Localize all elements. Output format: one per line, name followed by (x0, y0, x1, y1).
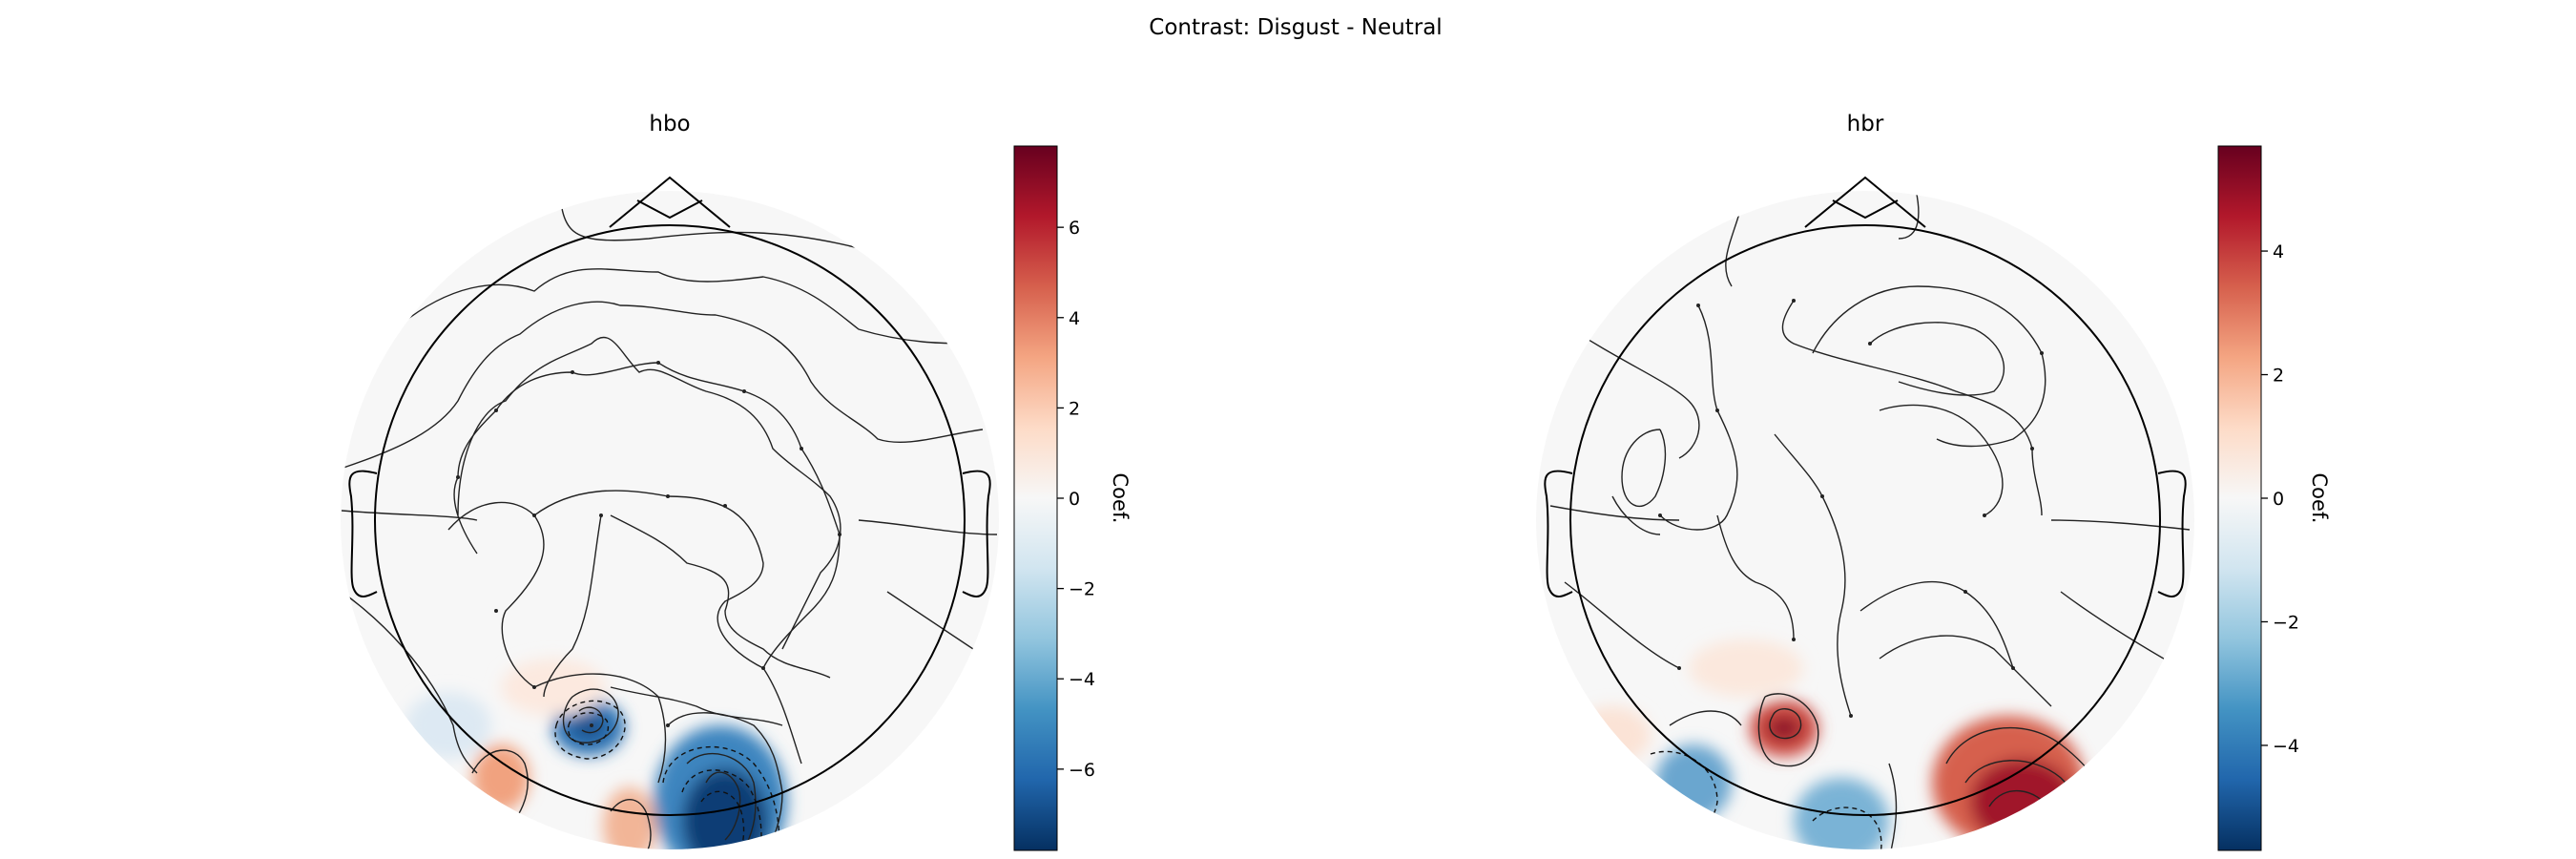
blob-hbr-4 (1794, 778, 1889, 849)
colorbar-hbr: −4 −2 0 2 4 Coef. (2217, 145, 2331, 851)
colorbar-hbo-ticks: −6 −4 −2 0 2 4 6 (1057, 218, 1095, 781)
blob-hbr-5 (1574, 706, 1651, 764)
colorbar-hbo-label: Coef. (1109, 473, 1132, 524)
topomap-hbo: hbo (341, 112, 1132, 851)
blob-hbr-3 (1655, 744, 1732, 821)
figure-suptitle: Contrast: Disgust - Neutral (1149, 15, 1442, 40)
colorbar-hbr-ticks: −4 −2 0 2 4 (2261, 241, 2299, 757)
colorbar-hbo-gradient (1013, 145, 1058, 851)
blob-hbo-6 (501, 659, 606, 716)
colorbar-tick-label: −4 (1069, 669, 1095, 690)
colorbar-tick-label: −4 (2273, 736, 2299, 757)
colorbar-tick-label: 0 (1069, 489, 1080, 510)
blob-hbo-3 (472, 744, 530, 811)
topomap-hbr: hbr (1536, 112, 2331, 851)
sensor-markers-hbo (456, 361, 841, 727)
sensor-markers-hbr (1658, 299, 2044, 718)
colorbar-tick-label: 4 (1069, 308, 1080, 329)
topomap-hbo-field (341, 191, 999, 849)
blob-hbr-1-core (1767, 717, 1801, 740)
colorbar-tick-label: −2 (2273, 612, 2299, 633)
head-outline-hbo (348, 176, 991, 816)
blob-hbo-1-core (571, 716, 606, 739)
panel-title-hbo: hbo (649, 112, 690, 136)
blob-hbr-6 (1689, 639, 1803, 697)
colorbar-hbr-label: Coef. (2308, 473, 2331, 524)
blob-hbo-5 (405, 692, 491, 759)
colorbar-tick-label: −6 (1069, 760, 1095, 781)
colorbar-tick-label: 6 (1069, 218, 1080, 239)
colorbar-tick-label: 4 (2273, 241, 2284, 262)
colorbar-tick-label: 0 (2273, 489, 2284, 510)
colorbar-tick-label: 2 (1069, 398, 1080, 419)
colorbar-hbr-gradient (2217, 145, 2262, 851)
colorbar-tick-label: −2 (1069, 579, 1095, 600)
colorbar-tick-label: 2 (2273, 366, 2284, 387)
topomap-hbr-field (1536, 191, 2194, 849)
panel-title-hbr: hbr (1847, 112, 1884, 136)
blob-hbr-2-core (1970, 759, 2075, 845)
colorbar-hbo: −6 −4 −2 0 2 4 6 Coef. (1013, 145, 1132, 851)
head-outline-hbr (1544, 176, 2187, 816)
